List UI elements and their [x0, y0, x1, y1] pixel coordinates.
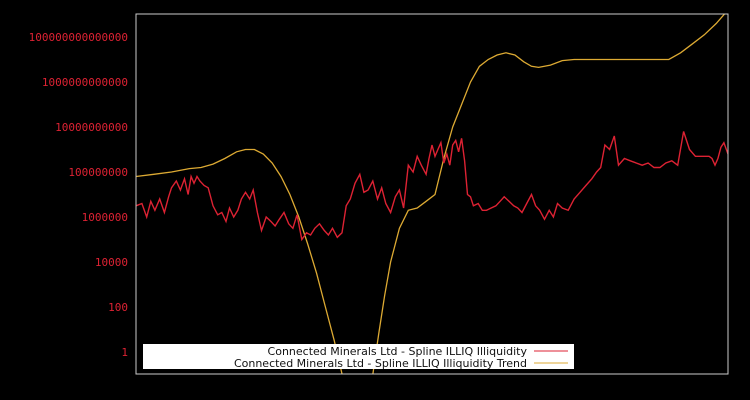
illiquidity-line: [136, 131, 728, 242]
y-axis-tick-labels: 100000000000000 1000000000000 10000000000 1…: [29, 31, 128, 359]
y-tick-label: 1: [121, 346, 128, 359]
plot-area: [136, 14, 728, 374]
legend: Connected Minerals Ltd - Spline ILLIQ Il…: [143, 344, 574, 370]
y-tick-label: 100000000: [68, 166, 128, 179]
plot-frame: [135, 13, 729, 375]
y-tick-label: 100000000000000: [29, 31, 128, 44]
y-tick-label: 100: [108, 301, 128, 314]
y-tick-label: 1000000000000: [42, 76, 128, 89]
y-tick-label: 10000: [95, 256, 128, 269]
legend-label-trend: Connected Minerals Ltd - Spline ILLIQ Il…: [234, 357, 527, 370]
legend-label-illiquidity: Connected Minerals Ltd - Spline ILLIQ Il…: [268, 345, 528, 358]
trend-line: [136, 14, 726, 374]
y-tick-label: 10000000000: [55, 121, 128, 134]
y-tick-label: 1000000: [82, 211, 128, 224]
